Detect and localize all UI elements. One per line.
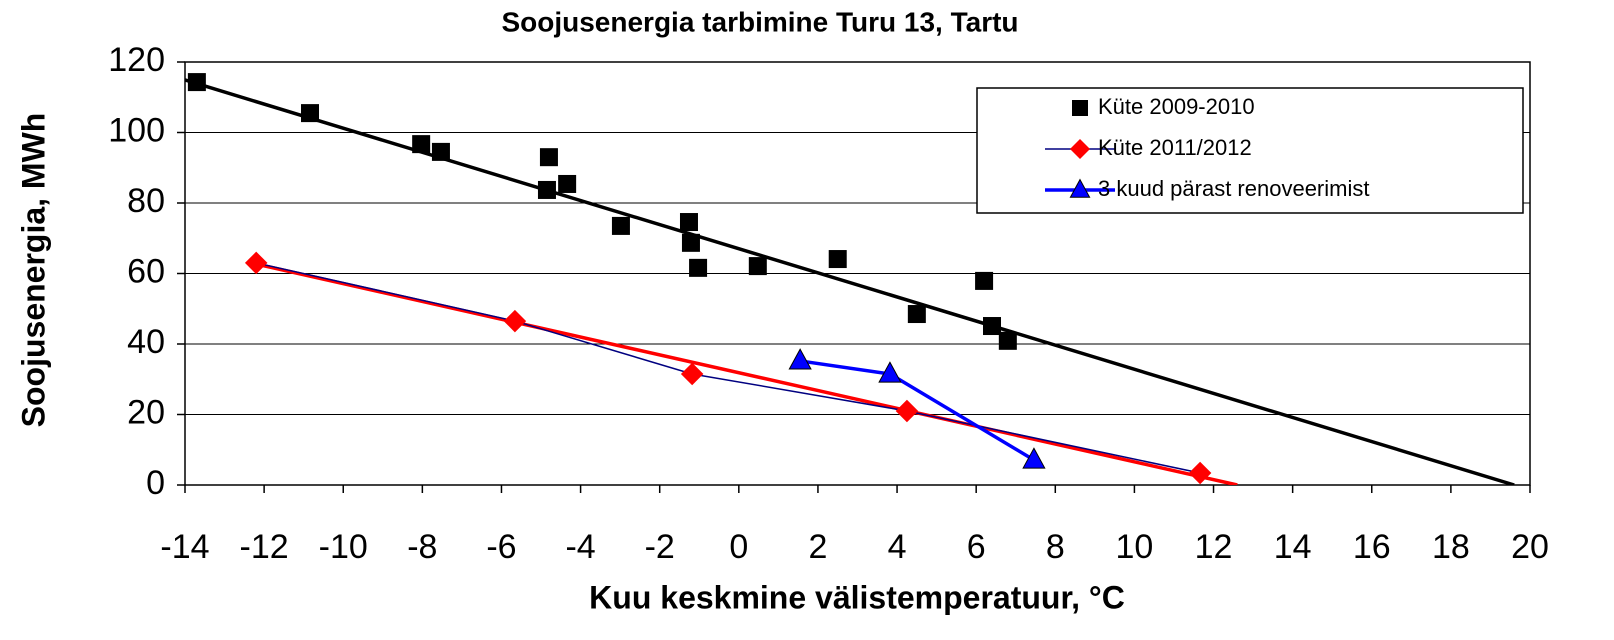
x-tick-label: 18	[1432, 528, 1470, 566]
x-tick-label: 8	[1046, 528, 1065, 566]
x-tick-label: -8	[407, 528, 437, 566]
x-tick-label: 0	[729, 528, 748, 566]
marker	[187, 73, 206, 92]
x-tick-label: 14	[1274, 528, 1312, 566]
marker	[537, 180, 556, 199]
y-tick-label: 80	[127, 182, 165, 220]
y-tick-label: 120	[108, 41, 165, 79]
chart-title: Soojusenergia tarbimine Turu 13, Tartu	[501, 6, 1018, 37]
marker	[679, 213, 698, 232]
x-tick-label: 4	[888, 528, 907, 566]
x-tick-label: 2	[808, 528, 827, 566]
marker	[558, 174, 577, 193]
y-axis-label: Soojusenergia, MWh	[15, 113, 51, 428]
marker	[828, 250, 847, 269]
marker	[680, 362, 704, 386]
legend: Küte 2009-2010 Küte 2011/2012 3 kuud päras…	[976, 87, 1524, 214]
y-tick-label: 40	[127, 323, 165, 361]
marker	[611, 216, 630, 235]
plot-border	[184, 61, 1531, 486]
marker	[689, 258, 708, 277]
y-tick-label: 60	[127, 252, 165, 290]
series-line	[256, 262, 1201, 474]
marker	[895, 399, 919, 423]
marker	[983, 317, 1001, 336]
y-tick-label: 100	[108, 111, 165, 149]
x-tick-label: 6	[967, 528, 986, 566]
marker	[539, 148, 558, 167]
marker	[431, 142, 450, 161]
marker	[301, 104, 320, 123]
x-tick-label: -12	[240, 528, 289, 566]
marker	[907, 305, 926, 324]
y-tick-label: 0	[146, 464, 165, 502]
marker	[412, 135, 431, 154]
legend-label: 3 kuud pärast renoveerimist	[1098, 176, 1369, 201]
marker	[1022, 447, 1046, 469]
marker	[998, 331, 1017, 350]
trendline	[255, 262, 1238, 485]
x-tick-label: -6	[486, 528, 516, 566]
marker	[1188, 461, 1212, 485]
x-axis-label: Kuu keskmine välistemperatuur, °C	[589, 579, 1125, 615]
x-tick-label: -10	[319, 528, 368, 566]
x-tick-label: 16	[1353, 528, 1391, 566]
marker	[788, 348, 812, 370]
legend-box	[976, 87, 1524, 214]
legend-marker	[1070, 139, 1090, 159]
y-tick-label: 20	[127, 393, 165, 431]
legend-label: Küte 2011/2012	[1098, 135, 1252, 160]
legend-marker	[1069, 178, 1091, 198]
trendline	[185, 78, 1515, 485]
marker	[975, 271, 994, 290]
x-tick-label: -14	[160, 528, 209, 566]
marker	[748, 257, 767, 276]
x-tick-label: 10	[1115, 528, 1153, 566]
x-tick-label: -2	[645, 528, 675, 566]
marker	[878, 361, 902, 383]
x-tick-label: -4	[565, 528, 595, 566]
marker	[681, 233, 700, 252]
legend-label: Küte 2009-2010	[1098, 94, 1255, 119]
x-tick-label: 12	[1195, 528, 1233, 566]
legend-marker	[1072, 100, 1088, 116]
marker	[503, 309, 527, 333]
marker	[244, 251, 268, 275]
x-tick-label: 20	[1511, 528, 1549, 566]
